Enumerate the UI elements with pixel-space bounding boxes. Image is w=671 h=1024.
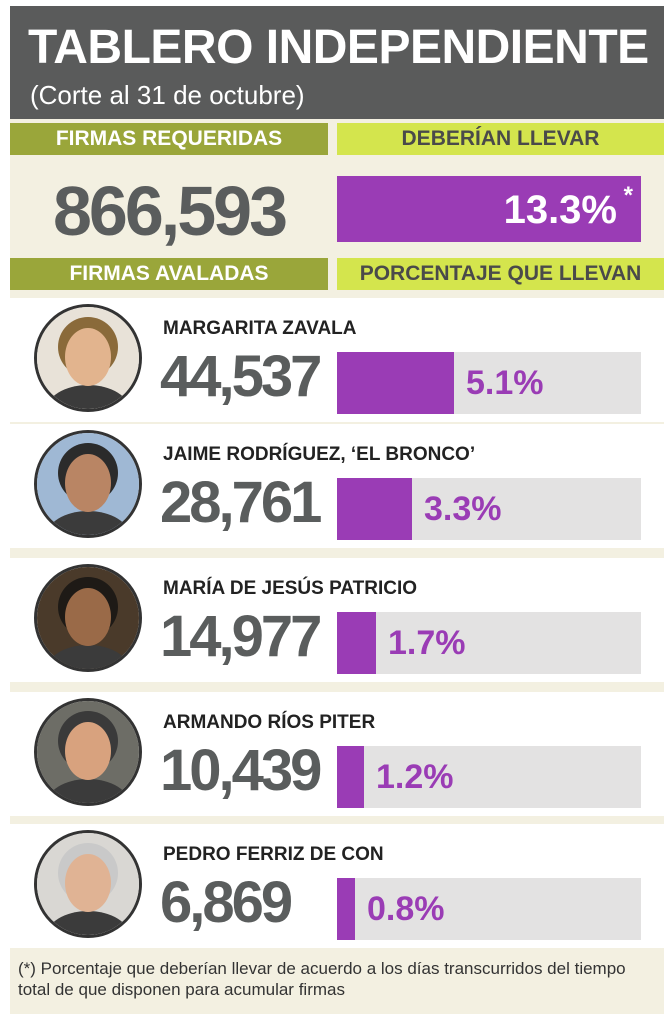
percent-bar: [337, 746, 364, 808]
candidate-row: MARÍA DE JESÚS PATRICIO 14,977 1.7%: [10, 558, 664, 682]
percent-bar-track: 0.8%: [337, 878, 641, 940]
candidate-signatures: 44,537: [160, 344, 322, 409]
candidate-name: PEDRO FERRIZ DE CON: [163, 844, 384, 865]
candidate-signatures: 14,977: [160, 604, 322, 669]
candidate-name: JAIME RODRÍGUEZ, ‘EL BRONCO’: [163, 444, 476, 465]
candidate-row: ARMANDO RÍOS PITER 10,439 1.2%: [10, 692, 664, 816]
candidate-signatures: 28,761: [160, 470, 322, 535]
candidate-name: MARGARITA ZAVALA: [163, 318, 357, 339]
expected-percent-bar: 13.3% *: [337, 176, 641, 242]
percent-label: 1.2%: [376, 758, 454, 796]
percent-label: 5.1%: [466, 364, 544, 402]
candidate-photo: [34, 830, 142, 938]
candidate-name: ARMANDO RÍOS PITER: [163, 712, 376, 733]
candidate-signatures: 6,869: [160, 870, 293, 935]
percent-label: 3.3%: [424, 490, 502, 528]
endorsed-signatures-label: FIRMAS AVALADAS: [10, 258, 328, 290]
percent-bar-track: 5.1%: [337, 352, 641, 414]
candidate-row: PEDRO FERRIZ DE CON 6,869 0.8%: [10, 824, 664, 948]
page-title: TABLERO INDEPENDIENTE: [28, 21, 649, 74]
infographic-card: TABLERO INDEPENDIENTE (Corte al 31 de oc…: [10, 6, 664, 1014]
percent-bar: [337, 478, 412, 540]
candidate-row: MARGARITA ZAVALA 44,537 5.1%: [10, 298, 664, 422]
percent-bar: [337, 612, 376, 674]
candidate-name: MARÍA DE JESÚS PATRICIO: [163, 578, 418, 599]
expected-percent-value: 13.3%: [503, 188, 617, 232]
percent-bar-track: 1.7%: [337, 612, 641, 674]
footnote: (*) Porcentaje que deberían llevar de ac…: [18, 959, 626, 999]
required-signatures-label: FIRMAS REQUERIDAS: [10, 123, 328, 155]
percent-label: 1.7%: [388, 624, 466, 662]
percent-bar: [337, 878, 355, 940]
candidate-photo: [34, 564, 142, 672]
candidate-photo: [34, 430, 142, 538]
expected-percent-label: DEBERÍAN LLEVAR: [337, 123, 664, 155]
candidate-row: JAIME RODRÍGUEZ, ‘EL BRONCO’ 28,761 3.3%: [10, 424, 664, 548]
percent-bar-track: 3.3%: [337, 478, 641, 540]
percent-bar: [337, 352, 454, 414]
candidate-photo: [34, 698, 142, 806]
header: TABLERO INDEPENDIENTE (Corte al 31 de oc…: [10, 6, 664, 119]
percent-label: 0.8%: [367, 890, 445, 928]
page-subtitle: (Corte al 31 de octubre): [30, 80, 305, 110]
candidate-photo: [34, 304, 142, 412]
current-percent-label: PORCENTAJE QUE LLEVAN: [337, 258, 664, 290]
candidate-signatures: 10,439: [160, 738, 322, 803]
percent-bar-track: 1.2%: [337, 746, 641, 808]
footnote-asterisk: *: [623, 182, 633, 209]
required-signatures-value: 866,593: [52, 172, 288, 250]
